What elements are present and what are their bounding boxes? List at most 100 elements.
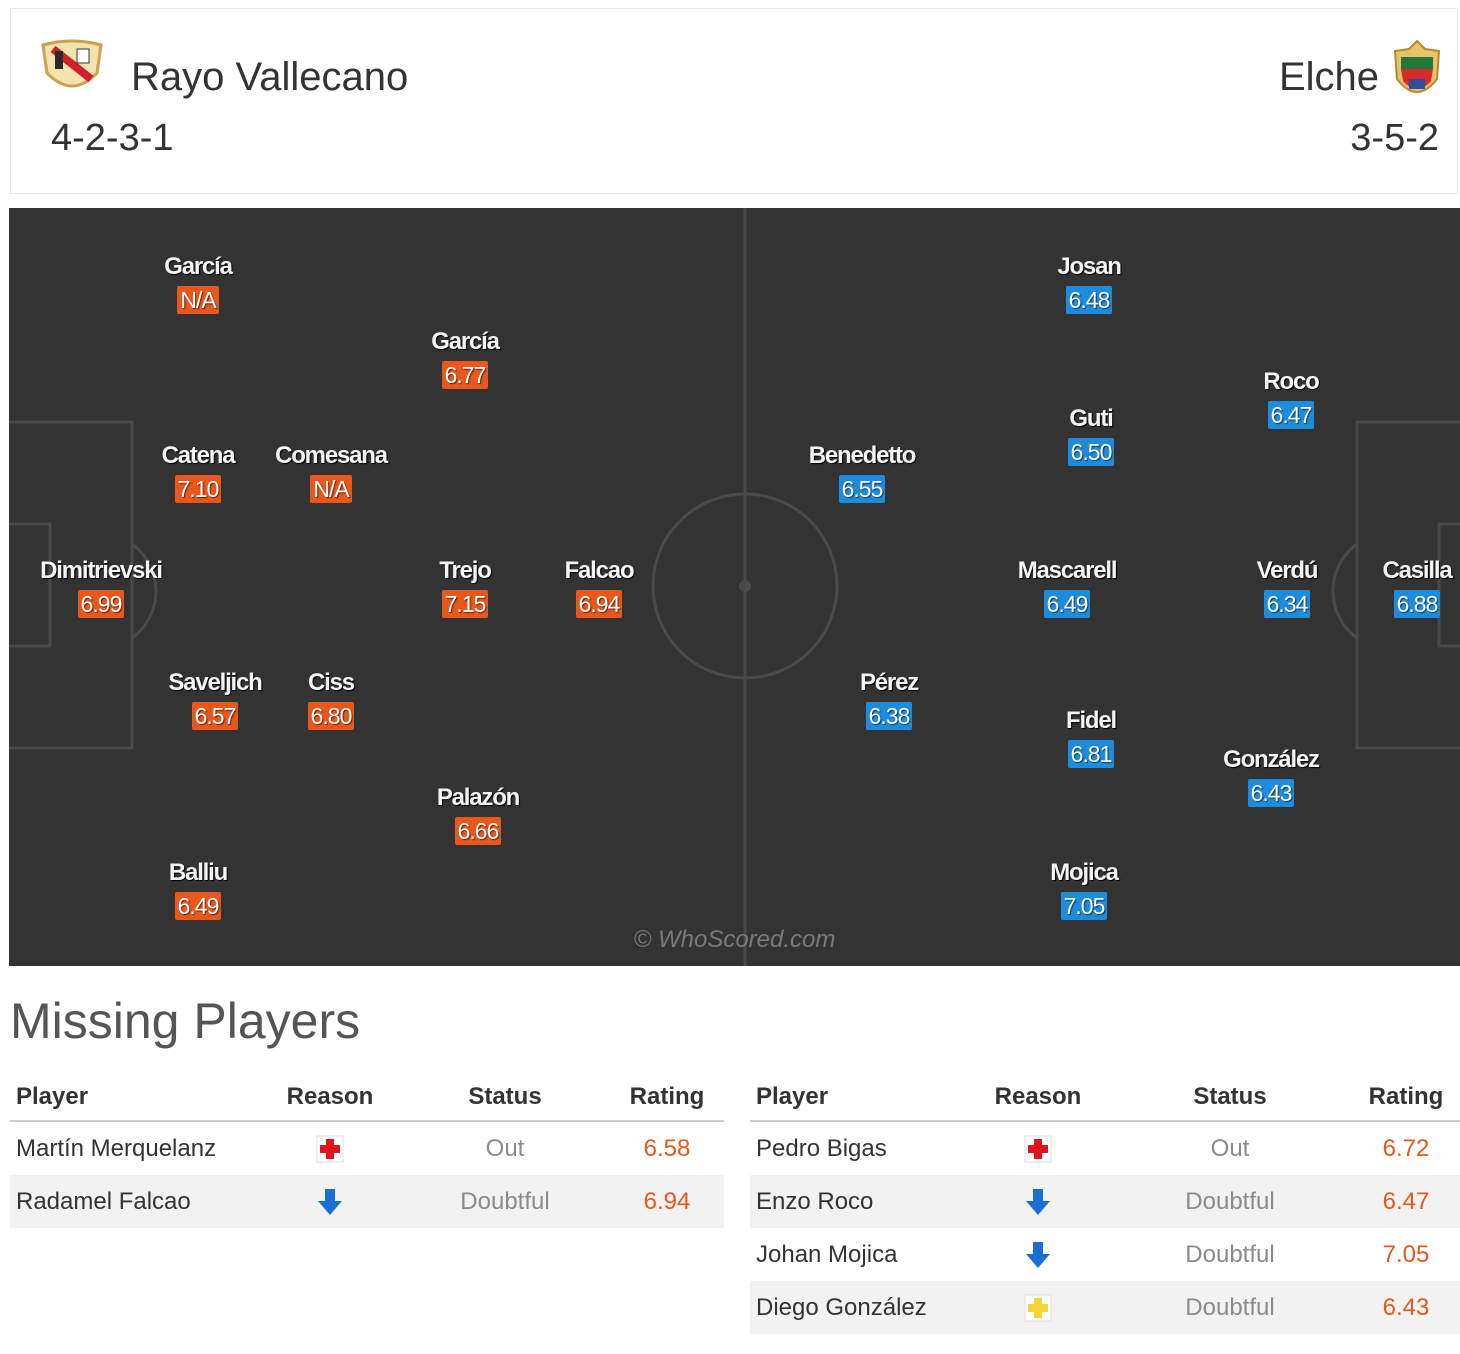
away-player[interactable]: Mascarell 6.49 (987, 556, 1147, 618)
player-rating: 6.34 (1263, 590, 1311, 618)
away-player[interactable]: Benedetto 6.55 (782, 441, 942, 503)
player-rating: 6.49 (1043, 590, 1091, 618)
player-name: Casilla (1382, 557, 1453, 584)
elche-crest-icon[interactable] (1387, 39, 1447, 105)
lineup-pitch: García N/A García 6.77 Catena 7.10 Comes… (9, 208, 1460, 966)
missing-status: Doubtful (1108, 1281, 1352, 1334)
player-name: Comesana (275, 442, 388, 469)
player-name: Benedetto (808, 442, 917, 469)
missing-rating: 6.94 (610, 1175, 724, 1228)
missing-status: Doubtful (1108, 1175, 1352, 1228)
column-header-status[interactable]: Status (1108, 1074, 1352, 1122)
missing-player-name[interactable]: Pedro Bigas (756, 1134, 887, 1162)
reason-cell (968, 1281, 1108, 1334)
away-player[interactable]: Fidel 6.81 (1011, 706, 1171, 768)
reason-cell (968, 1121, 1108, 1175)
away-team-name[interactable]: Elche (1278, 55, 1379, 99)
table-row: Radamel Falcao Doubtful 6.94 (10, 1175, 724, 1228)
player-name: Josan (1057, 253, 1122, 280)
home-player[interactable]: Falcao 6.94 (519, 556, 679, 618)
home-team-name[interactable]: Rayo Vallecano (131, 55, 409, 99)
player-name: Mascarell (1017, 557, 1118, 584)
player-rating: 6.80 (307, 702, 355, 730)
whoscored-watermark: © WhoScored.com (633, 926, 836, 953)
reason-cell (260, 1175, 400, 1228)
missing-player-name[interactable]: Martín Merquelanz (16, 1134, 217, 1162)
table-row: Martín Merquelanz Out 6.58 (10, 1121, 724, 1175)
table-header: Player Reason Status Rating (10, 1074, 724, 1122)
home-formation: 4-2-3-1 (51, 117, 174, 159)
player-rating: 6.57 (191, 702, 239, 730)
home-player[interactable]: Saveljich 6.57 (135, 668, 295, 730)
player-rating: 6.47 (1267, 401, 1315, 429)
home-player[interactable]: Palazón 6.66 (398, 783, 558, 845)
missing-rating: 7.05 (1382, 1240, 1430, 1268)
player-rating: 7.10 (174, 475, 222, 503)
home-player[interactable]: Comesana N/A (251, 441, 411, 503)
yellow-cross-icon (1024, 1294, 1052, 1322)
missing-status: Out (1210, 1134, 1250, 1162)
home-player[interactable]: Dimitrievski 6.99 (21, 556, 181, 618)
player-rating: 6.94 (575, 590, 623, 618)
player-rating: 7.05 (1060, 892, 1108, 920)
home-player[interactable]: García N/A (118, 252, 278, 314)
table-header: Player Reason Status Rating (750, 1074, 1460, 1122)
missing-rating: 6.58 (643, 1134, 691, 1162)
home-player[interactable]: Ciss 6.80 (251, 668, 411, 730)
doubtful-arrow-icon (1026, 1188, 1050, 1215)
column-header-player[interactable]: Player (10, 1074, 260, 1122)
player-name: Catena (161, 442, 236, 469)
missing-players-title: Missing Players (10, 993, 361, 1049)
missing-player-name[interactable]: Radamel Falcao (10, 1175, 260, 1228)
away-player[interactable]: Josan 6.48 (1009, 252, 1169, 314)
rayo-vallecano-crest-icon[interactable] (39, 39, 105, 97)
away-player[interactable]: Guti 6.50 (1011, 404, 1171, 466)
pitch-lines (9, 208, 1460, 966)
home-player[interactable]: Catena 7.10 (118, 441, 278, 503)
home-missing-table: Player Reason Status Rating Martín Merqu… (10, 1074, 724, 1228)
player-name: Dimitrievski (40, 557, 163, 584)
column-header-reason[interactable]: Reason (260, 1074, 400, 1122)
away-player[interactable]: Verdú 6.34 (1207, 556, 1367, 618)
away-player[interactable]: Casilla 6.88 (1337, 556, 1460, 618)
player-rating: 6.66 (454, 817, 502, 845)
player-rating: 6.38 (865, 702, 913, 730)
column-header-status[interactable]: Status (400, 1074, 610, 1122)
home-player[interactable]: Trejo 7.15 (385, 556, 545, 618)
table-row: Johan Mojica Doubtful 7.05 (750, 1228, 1460, 1281)
away-player[interactable]: Roco 6.47 (1211, 367, 1371, 429)
player-name: Verdú (1256, 557, 1319, 584)
player-rating: 6.55 (838, 475, 886, 503)
away-missing-table: Player Reason Status Rating Pedro Bigas … (750, 1074, 1460, 1334)
away-player[interactable]: González 6.43 (1191, 745, 1351, 807)
player-name: Palazón (436, 784, 520, 811)
reason-cell (968, 1175, 1108, 1228)
table-row: Diego González Doubtful 6.43 (750, 1281, 1460, 1334)
missing-player-name[interactable]: Diego González (750, 1281, 968, 1334)
column-header-reason[interactable]: Reason (968, 1074, 1108, 1122)
player-rating: 6.77 (441, 361, 489, 389)
player-name: Pérez (859, 669, 919, 696)
player-rating: 7.15 (441, 590, 489, 618)
column-header-rating[interactable]: Rating (610, 1074, 724, 1122)
home-player[interactable]: Balliu 6.49 (118, 858, 278, 920)
home-player[interactable]: García 6.77 (385, 327, 545, 389)
missing-player-name[interactable]: Enzo Roco (750, 1175, 968, 1228)
player-name: García (164, 253, 233, 280)
column-header-player[interactable]: Player (750, 1074, 968, 1122)
player-name: Roco (1263, 368, 1319, 395)
player-name: Falcao (564, 557, 635, 584)
away-player[interactable]: Pérez 6.38 (809, 668, 969, 730)
player-name: Balliu (168, 859, 228, 886)
player-rating: 6.99 (77, 590, 125, 618)
missing-rating: 6.72 (1382, 1134, 1430, 1162)
column-header-rating[interactable]: Rating (1352, 1074, 1460, 1122)
player-name: Guti (1069, 405, 1113, 432)
player-rating: 6.88 (1393, 590, 1441, 618)
away-formation: 3-5-2 (1350, 117, 1439, 159)
missing-player-name[interactable]: Johan Mojica (756, 1240, 898, 1268)
missing-status: Doubtful (400, 1175, 610, 1228)
player-name: Mojica (1050, 859, 1119, 886)
away-player[interactable]: Mojica 7.05 (1004, 858, 1164, 920)
missing-rating: 6.43 (1352, 1281, 1460, 1334)
